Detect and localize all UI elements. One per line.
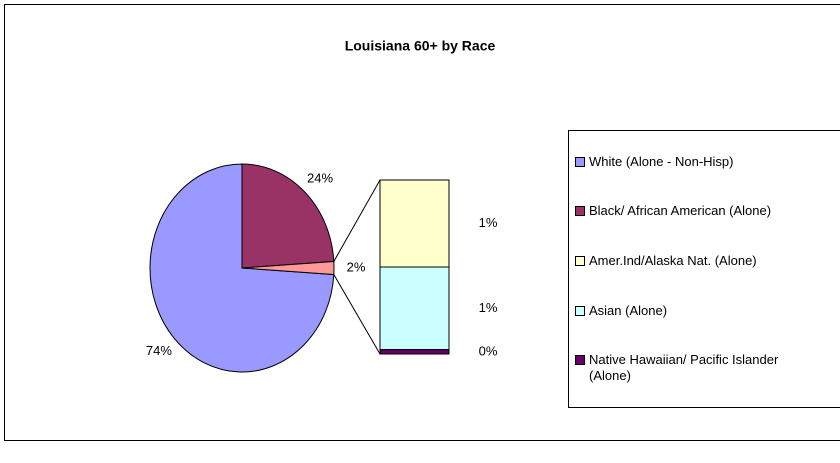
legend-swatch — [575, 255, 585, 266]
connector — [333, 274, 381, 355]
bar-segment — [379, 179, 450, 268]
legend-swatch — [575, 355, 585, 366]
pie-value-label: 24% — [307, 171, 333, 186]
pie-slice — [241, 163, 335, 269]
legend-label: Asian (Alone) — [589, 302, 668, 318]
legend-swatch — [575, 206, 585, 217]
legend-swatch — [575, 305, 585, 316]
bar-segment — [379, 266, 450, 351]
legend: White (Alone - Non-Hisp) Black/ African A… — [568, 130, 840, 408]
chart-title: Louisiana 60+ by Race — [345, 38, 496, 54]
bar-value-label: 0% — [479, 343, 498, 358]
legend-label: Amer.Ind/Alaska Nat. (Alone) — [589, 252, 757, 268]
legend-item: Amer.Ind/Alaska Nat. (Alone) — [575, 253, 840, 269]
bar-segment — [379, 349, 450, 355]
legend-item: Native Hawaiian/ Pacific Islander (Alone… — [575, 352, 840, 384]
pie-value-label: 2% — [347, 259, 366, 274]
legend-swatch — [575, 156, 585, 167]
legend-item: Asian (Alone) — [575, 303, 840, 319]
legend-item: Black/ African American (Alone) — [575, 203, 840, 219]
bar-value-label: 1% — [479, 215, 498, 230]
legend-label: White (Alone - Non-Hisp) — [589, 153, 734, 169]
pie-slice — [241, 260, 335, 276]
connector — [333, 179, 381, 262]
legend-label: Black/ African American (Alone) — [589, 203, 772, 219]
pie-value-label: 74% — [146, 343, 172, 358]
bar-value-label: 1% — [479, 300, 498, 315]
legend-label: Native Hawaiian/ Pacific Islander (Alone… — [589, 352, 779, 384]
legend-item: White (Alone - Non-Hisp) — [575, 154, 840, 170]
